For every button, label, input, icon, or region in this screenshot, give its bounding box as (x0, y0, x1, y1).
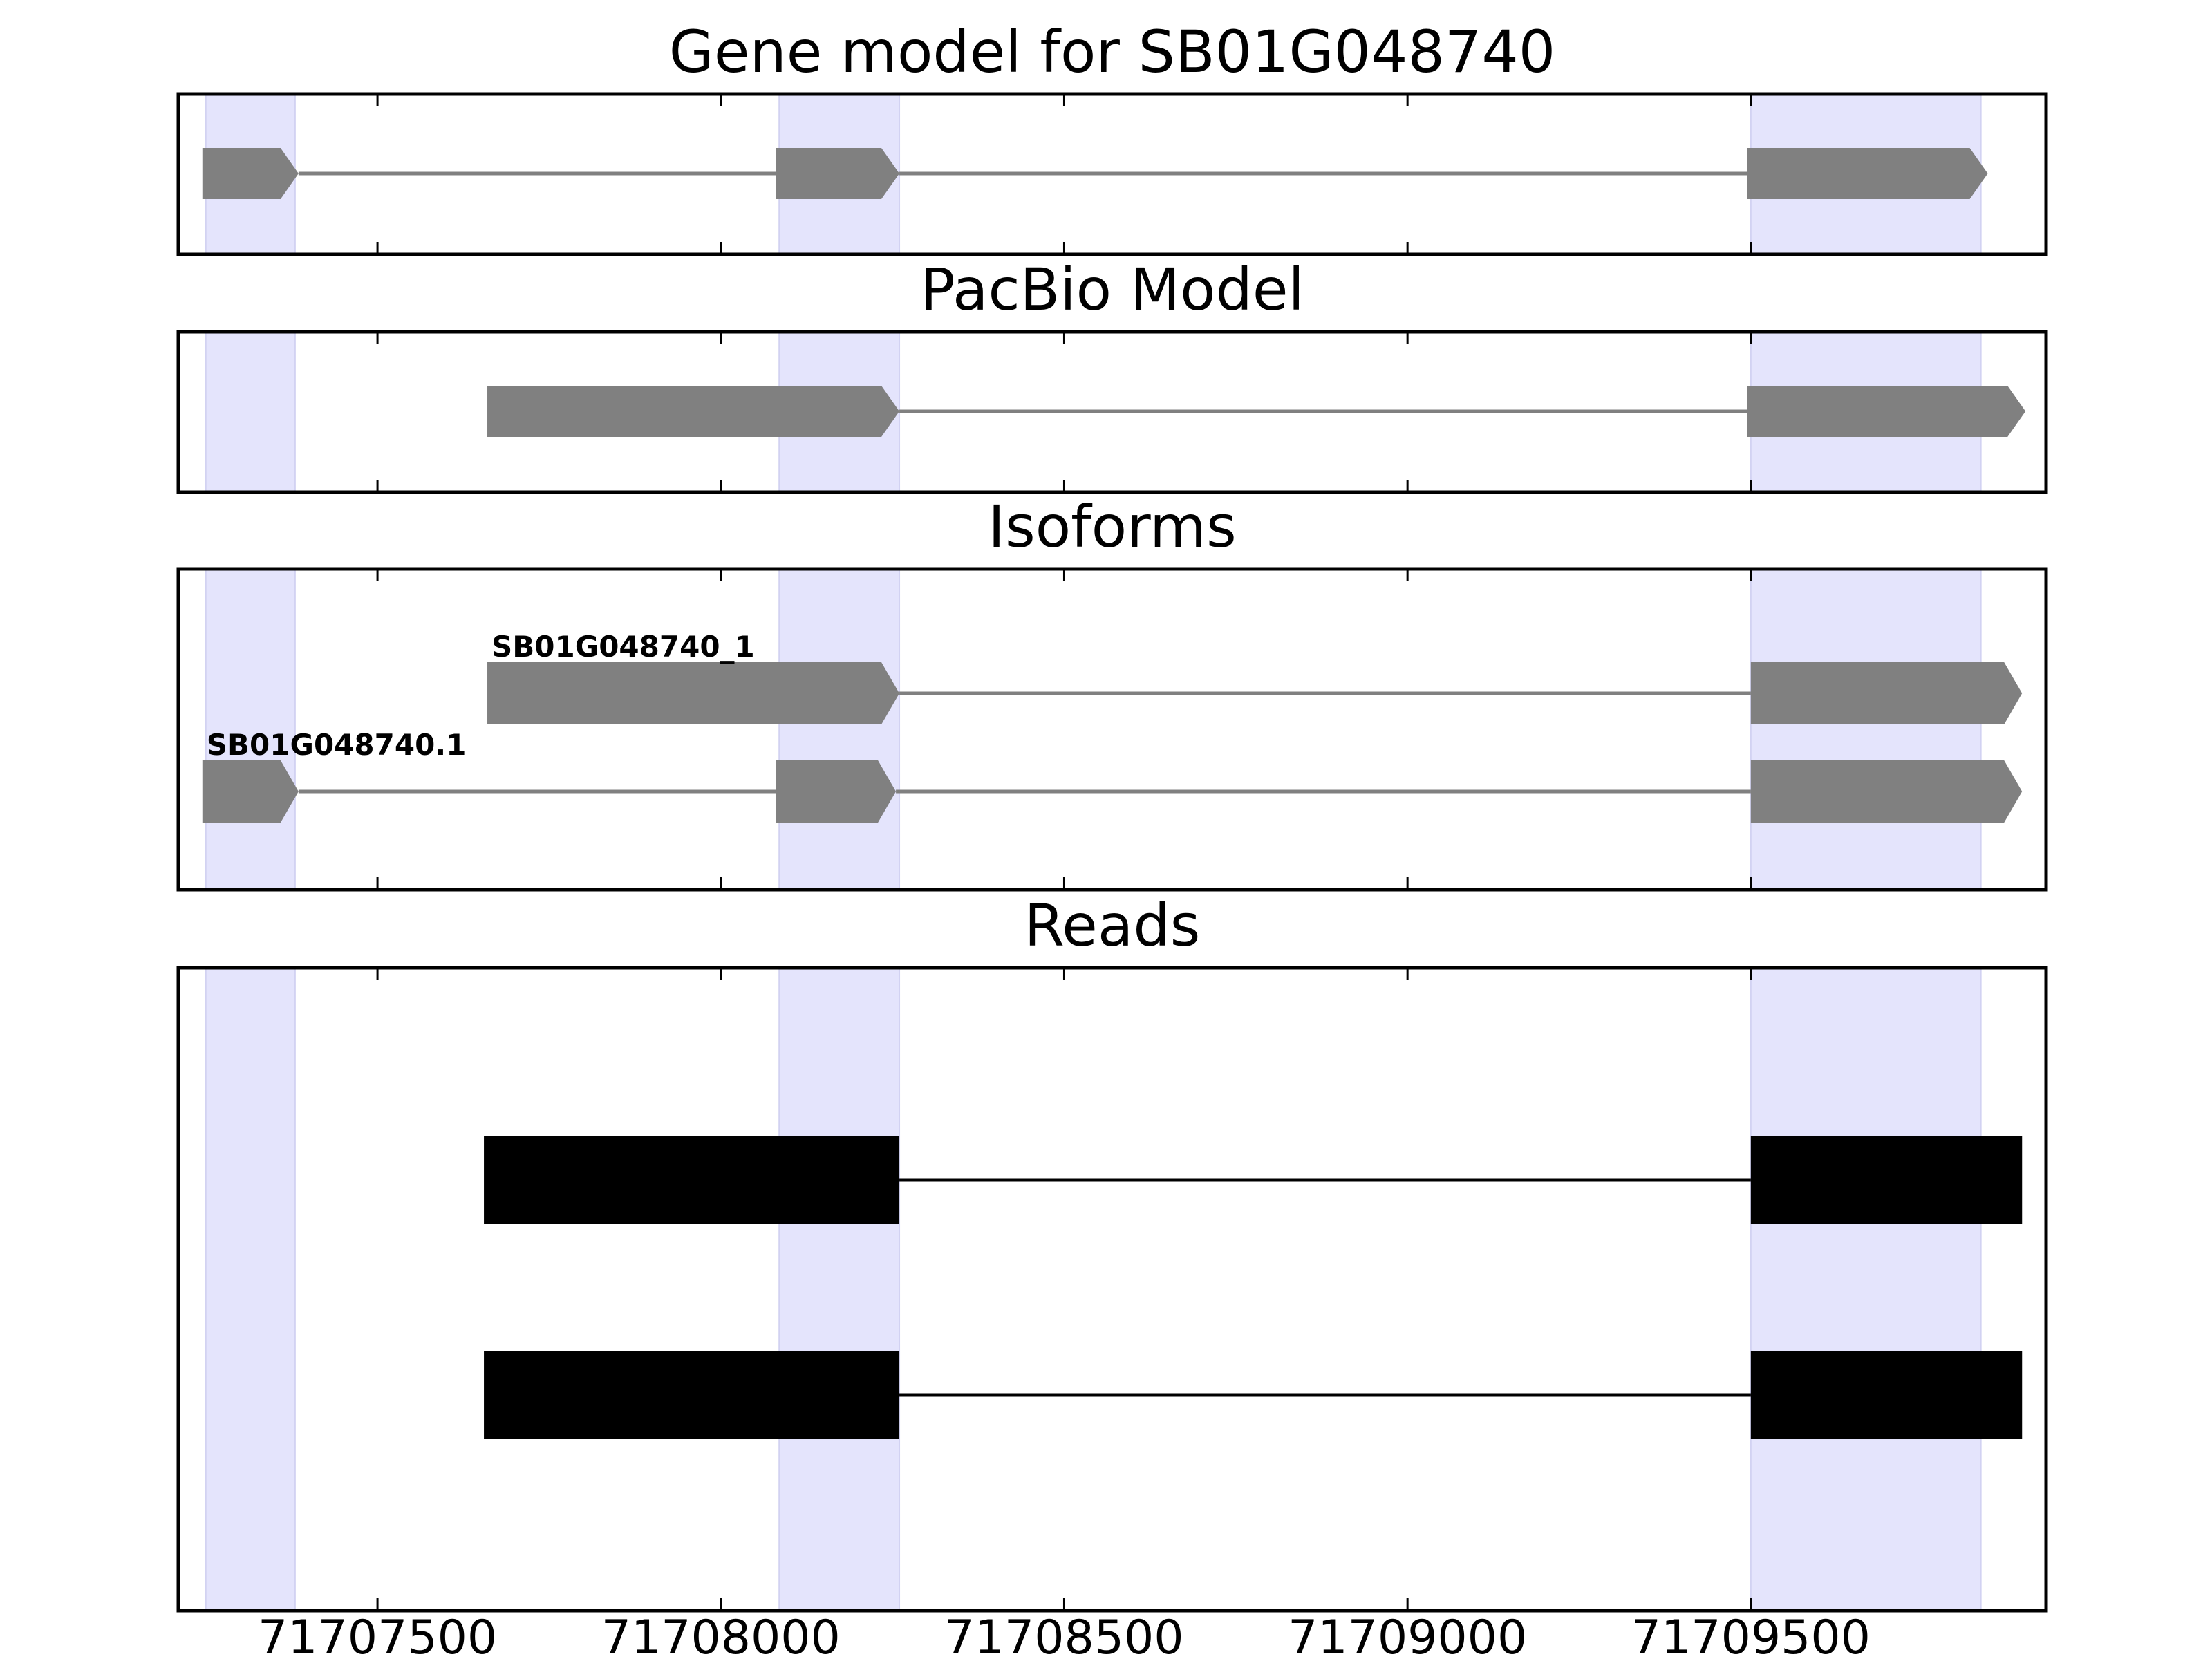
exon-arrow (202, 760, 299, 823)
track-row: SB01G048740.1 (202, 728, 2023, 823)
panel-title: Gene model for SB01G048740 (669, 18, 1555, 86)
panel-1: Gene model for SB01G048740 (176, 18, 2048, 256)
x-tick-label: 71707500 (258, 1611, 497, 1659)
read-block (1750, 1351, 2023, 1439)
exon-arrow (202, 148, 299, 199)
panel-title: Isoforms (988, 493, 1237, 561)
panel-3: Isoforms SB01G048740_1 SB01G048740.1 (176, 493, 2048, 892)
track-row (484, 1351, 2023, 1439)
exon-arrow (1747, 148, 1988, 199)
x-axis: 71707500 71708000 71708500 71709000 71709500 (258, 1611, 1871, 1659)
panel-title: Reads (1024, 892, 1201, 959)
exon-arrow (487, 662, 900, 724)
isoform-label: SB01G048740.1 (207, 728, 467, 762)
exon-arrow (776, 148, 900, 199)
panel-frame (176, 330, 2048, 494)
read-block (484, 1136, 900, 1224)
x-tick-label: 71708500 (944, 1611, 1183, 1659)
exon-arrow (487, 386, 900, 437)
panel-title: PacBio Model (920, 256, 1304, 324)
highlight-region (778, 967, 901, 1611)
highlight-region (1750, 967, 1982, 1611)
x-tick-label: 71709000 (1288, 1611, 1527, 1659)
panel-frame (176, 966, 2048, 1613)
highlight-region (778, 568, 901, 890)
track-row: SB01G048740_1 (487, 630, 2023, 724)
track-row (484, 1136, 2023, 1224)
highlight-region (205, 331, 296, 493)
exon-arrow (1750, 662, 2023, 724)
read-block (484, 1351, 900, 1439)
read-block (1750, 1136, 2023, 1224)
x-tick-label: 71708000 (601, 1611, 841, 1659)
highlight-region (205, 568, 296, 890)
highlight-region (1750, 568, 1982, 890)
track-row (487, 386, 2026, 437)
track-row (202, 148, 1988, 199)
x-tick-label: 71709500 (1631, 1611, 1871, 1659)
panel-4: Reads (176, 892, 2048, 1613)
panel-frame (176, 92, 2048, 256)
exon-arrow (776, 760, 897, 823)
panel-2: PacBio Model (176, 256, 2048, 494)
exon-arrow (1750, 760, 2023, 823)
panel-frame (176, 567, 2048, 892)
isoform-label: SB01G048740_1 (491, 630, 755, 664)
exon-arrow (1747, 386, 2026, 437)
highlight-region (205, 967, 296, 1611)
